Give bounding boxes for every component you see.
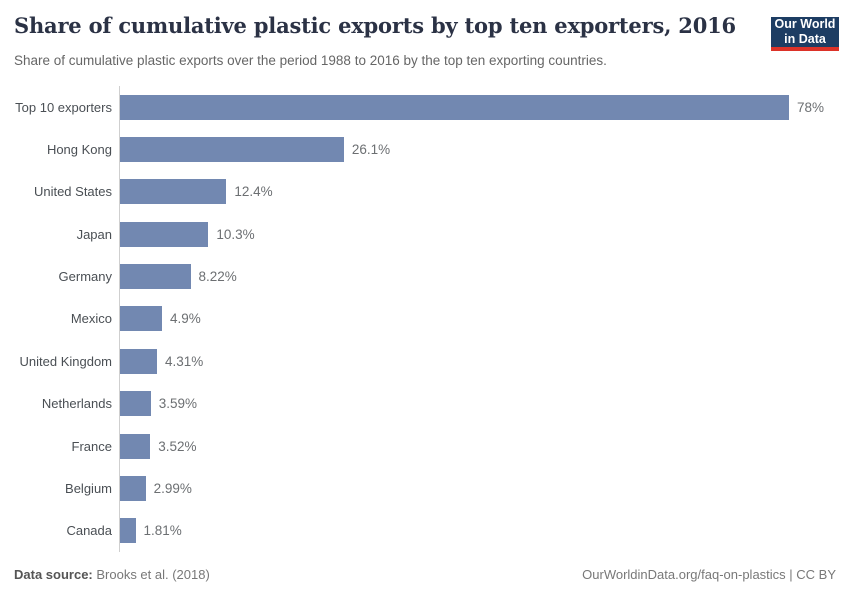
value-label: 26.1% (351, 142, 391, 158)
owid-logo: Our World in Data (771, 17, 839, 51)
bar-row: Canada 1.81% (14, 509, 836, 552)
bar[interactable] (120, 348, 157, 374)
bar[interactable] (120, 391, 151, 417)
category-label: Mexico (70, 311, 112, 327)
category-label: United States (33, 184, 112, 200)
bar-track: 2.99% (119, 467, 836, 510)
data-source-value: Brooks et al. (2018) (92, 567, 210, 582)
logo-text-line2: in Data (784, 32, 826, 46)
value-label: 4.31% (164, 353, 204, 369)
chart-footer: Data source: Brooks et al. (2018) OurWor… (14, 567, 836, 582)
value-label: 10.3% (216, 226, 255, 242)
bar-row: Netherlands 3.59% (14, 382, 836, 425)
bar-row: Hong Kong 26.1% (14, 128, 836, 171)
owid-url-license-link[interactable]: OurWorldinData.org/faq-on-plastics | CC … (582, 567, 836, 582)
bar[interactable] (120, 179, 227, 205)
value-label: 3.59% (158, 396, 198, 412)
bar[interactable] (120, 264, 191, 290)
chart-rows: Top 10 exporters 78% Hong Kong 26.1% United … (14, 86, 836, 552)
bar-track: 8.22% (119, 255, 836, 298)
bar[interactable] (120, 137, 344, 163)
bar[interactable] (120, 221, 209, 247)
data-source-note: Data source: Brooks et al. (2018) (14, 567, 210, 582)
category-label: Belgium (65, 480, 112, 496)
value-label: 1.81% (143, 523, 182, 539)
bar-track: 1.81% (119, 509, 836, 552)
bar-track: 3.59% (119, 382, 836, 425)
bar-track: 78% (119, 86, 836, 129)
logo-text-line1: Our World (774, 17, 836, 31)
category-label: Germany (58, 269, 112, 285)
data-source-label: Data source: (14, 567, 93, 582)
bar[interactable] (120, 306, 163, 332)
value-label: 4.9% (170, 311, 201, 327)
category-label: United Kingdom (19, 353, 113, 369)
bar[interactable] (120, 475, 146, 501)
category-label: Japan (76, 226, 112, 242)
bar-row: Germany 8.22% (14, 255, 836, 298)
value-label: 3.52% (158, 438, 197, 454)
bar-row: United States 12.4% (14, 170, 836, 214)
category-label: Netherlands (41, 396, 112, 412)
bar-track: 4.9% (119, 297, 836, 341)
value-label: 2.99% (153, 480, 192, 496)
bar[interactable] (120, 94, 789, 120)
bar[interactable] (120, 518, 136, 544)
bar-row: Japan 10.3% (14, 213, 836, 256)
bar-row: United Kingdom 4.31% (14, 340, 836, 383)
bar-row: Top 10 exporters 78% (14, 86, 836, 129)
value-label: 78% (797, 99, 825, 115)
bar-track: 4.31% (119, 340, 836, 383)
page-title: Share of cumulative plastic exports by t… (14, 13, 736, 38)
bar-row: France 3.52% (14, 424, 836, 468)
category-label: France (71, 438, 112, 454)
category-label: Top 10 exporters (15, 99, 112, 115)
bar-track: 26.1% (119, 128, 836, 171)
value-label: 8.22% (198, 269, 237, 285)
bar-track: 12.4% (119, 170, 836, 214)
category-label: Hong Kong (46, 142, 112, 158)
bar-row: Belgium 2.99% (14, 467, 836, 510)
category-label: Canada (66, 523, 112, 539)
bar-track: 10.3% (119, 213, 836, 256)
chart-subtitle: Share of cumulative plastic exports over… (14, 53, 607, 68)
bar-track: 3.52% (119, 424, 836, 468)
bar-row: Mexico 4.9% (14, 297, 836, 341)
bar[interactable] (120, 433, 151, 459)
value-label: 12.4% (234, 184, 273, 200)
